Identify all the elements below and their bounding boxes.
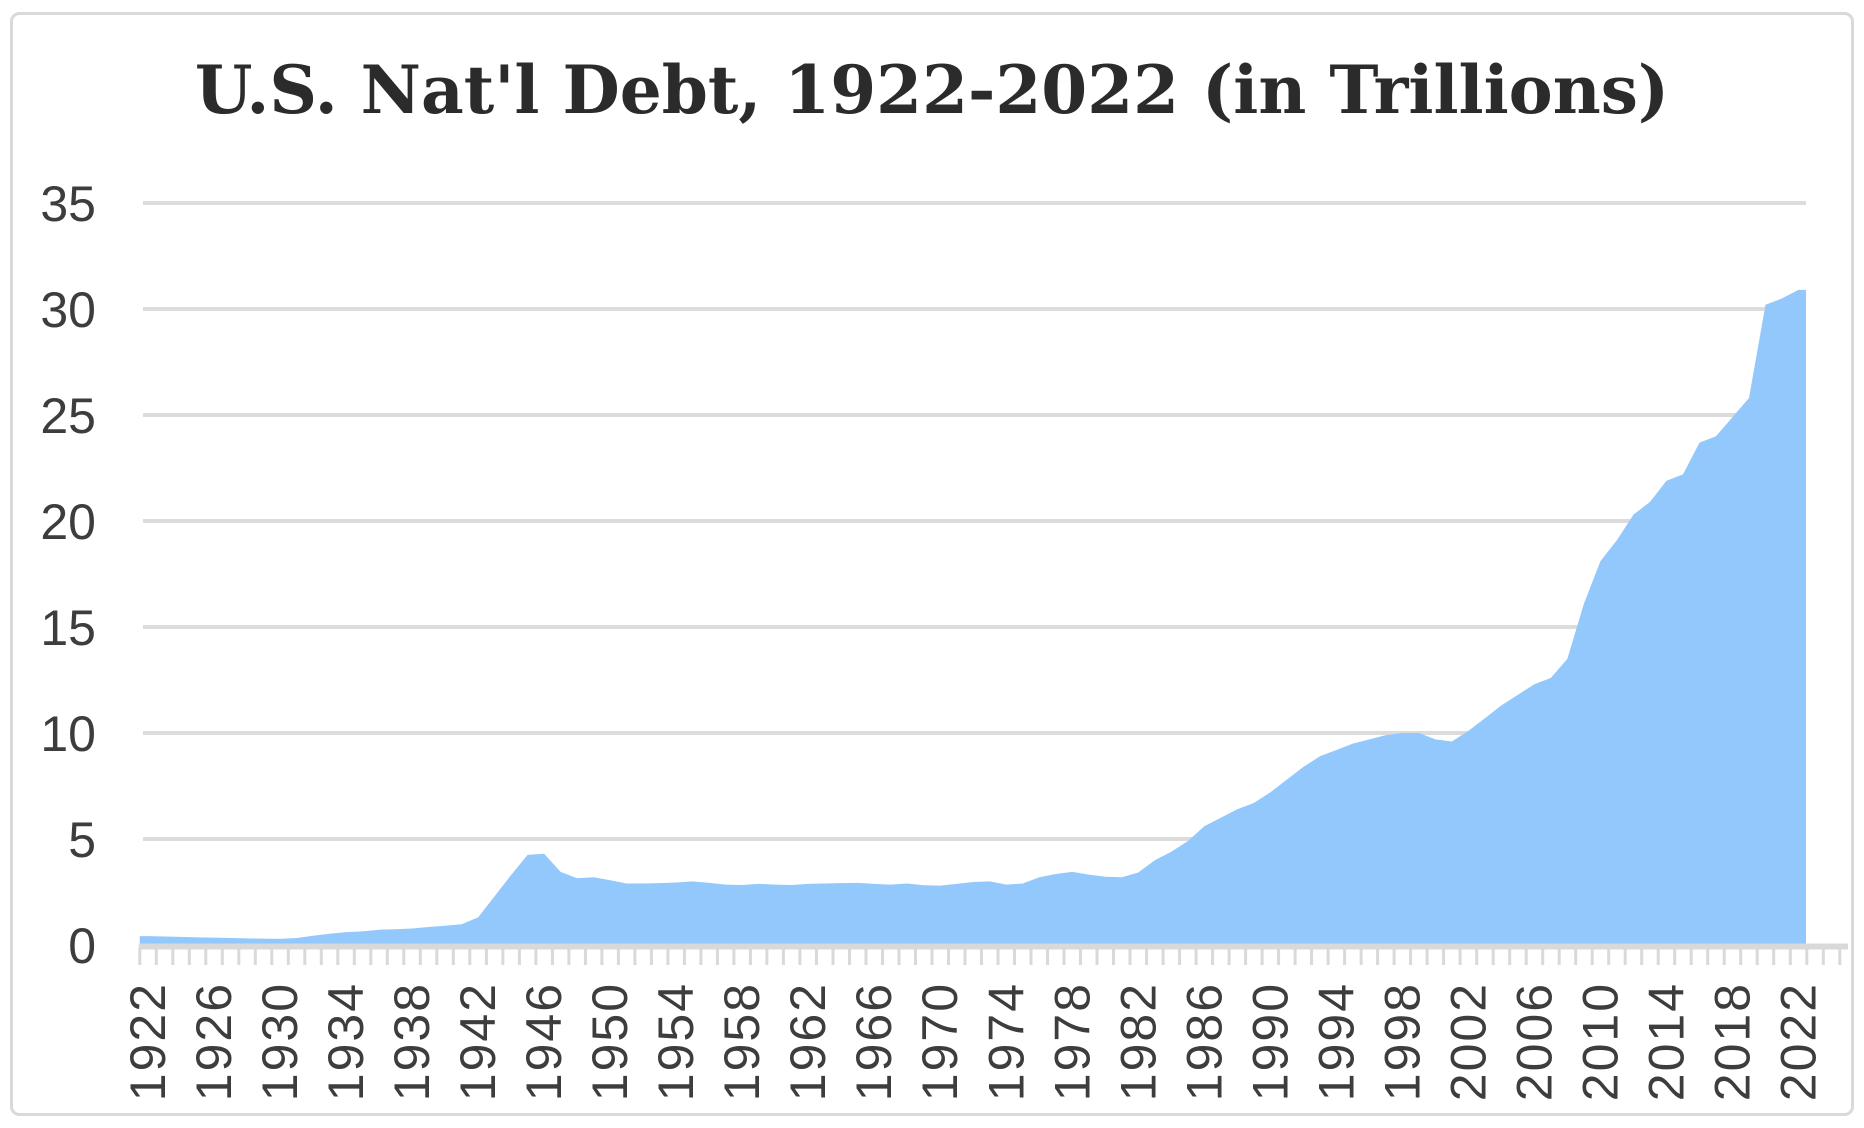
x-axis-label-1974: 1974	[978, 982, 1034, 1101]
x-axis-label-2006: 2006	[1506, 982, 1562, 1101]
x-axis-label-1978: 1978	[1044, 982, 1100, 1101]
x-axis-label-1958: 1958	[714, 982, 770, 1101]
x-axis-label-2010: 2010	[1572, 982, 1628, 1101]
x-axis-label-1954: 1954	[648, 982, 704, 1101]
x-axis-label-2022: 2022	[1771, 982, 1827, 1101]
chart-title: U.S. Nat'l Debt, 1922-2022 (in Trillions…	[195, 51, 1669, 129]
x-axis	[138, 943, 1848, 965]
x-axis-label-1934: 1934	[318, 982, 374, 1101]
x-axis-label-1966: 1966	[846, 982, 902, 1101]
x-axis-label-2014: 2014	[1639, 982, 1695, 1101]
x-axis-label-1970: 1970	[912, 982, 968, 1101]
x-axis-label-1938: 1938	[384, 982, 440, 1101]
y-gridlines	[143, 201, 1806, 841]
x-axis-label-1950: 1950	[582, 982, 638, 1101]
y-axis-label-30: 30	[40, 282, 96, 338]
x-axis-label-1982: 1982	[1110, 982, 1166, 1101]
x-axis-labels: 1922 1926 1930 1934 1938 1942 1946 1950 1954 1958…	[120, 982, 1827, 1101]
x-axis-label-1994: 1994	[1308, 982, 1364, 1101]
x-axis-label-2002: 2002	[1440, 982, 1496, 1101]
x-axis-label-1946: 1946	[516, 982, 572, 1101]
x-axis-label-1942: 1942	[450, 982, 506, 1101]
x-axis-label-1990: 1990	[1242, 982, 1298, 1101]
debt-area-series	[139, 289, 1806, 945]
x-axis-label-1962: 1962	[780, 982, 836, 1101]
x-axis-label-2018: 2018	[1705, 982, 1761, 1101]
y-axis-label-35: 35	[40, 176, 96, 232]
y-axis-label-25: 25	[40, 388, 96, 444]
x-axis-label-1922: 1922	[120, 982, 176, 1101]
y-axis-label-5: 5	[68, 812, 96, 868]
x-axis-label-1926: 1926	[186, 982, 242, 1101]
y-axis-labels: 0 5 10 15 20 25 30 35	[40, 176, 96, 974]
chart-frame-border	[10, 12, 1854, 1116]
x-axis-label-1930: 1930	[252, 982, 308, 1101]
x-axis-label-1986: 1986	[1176, 982, 1232, 1101]
y-axis-label-10: 10	[40, 706, 96, 762]
y-axis-label-15: 15	[40, 600, 96, 656]
y-axis-label-0: 0	[68, 918, 96, 974]
y-axis-label-20: 20	[40, 494, 96, 550]
debt-area-path	[139, 289, 1806, 945]
x-axis-label-1998: 1998	[1374, 982, 1430, 1101]
